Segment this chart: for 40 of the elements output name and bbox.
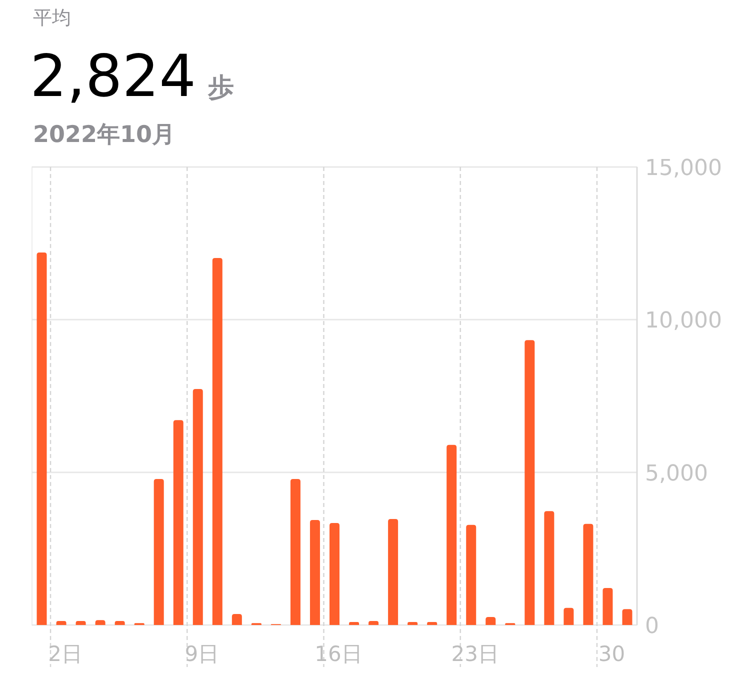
bar <box>544 511 554 625</box>
bar <box>602 588 613 625</box>
bar <box>564 608 574 625</box>
bar <box>408 622 418 625</box>
text: 平均 <box>33 7 71 29</box>
y-tick-label: 0 <box>645 614 659 639</box>
y-tick-label: 15,000 <box>645 156 722 181</box>
bar <box>36 252 47 625</box>
x-tick-label: 30 <box>598 642 626 666</box>
bar <box>192 388 203 625</box>
chart-title: 2,824 <box>30 42 196 110</box>
bar <box>349 622 360 625</box>
bar <box>583 524 594 625</box>
bar <box>466 524 476 625</box>
bar <box>154 479 164 625</box>
bar <box>310 520 320 625</box>
bar <box>76 621 86 625</box>
bar <box>330 523 340 625</box>
x-tick-label: 2日 <box>48 642 82 666</box>
bar <box>622 609 632 625</box>
text: 歩 <box>207 73 234 103</box>
bar <box>173 420 184 625</box>
x-tick-label: 16日 <box>314 642 362 666</box>
bar <box>212 258 222 625</box>
bar <box>232 614 242 625</box>
x-tick-label: 23日 <box>451 642 499 666</box>
bar <box>95 620 106 625</box>
y-tick-label: 10,000 <box>645 308 722 334</box>
bar <box>446 444 457 625</box>
bar <box>290 479 300 625</box>
bar <box>114 621 125 625</box>
bar <box>368 621 379 625</box>
bar <box>486 617 496 625</box>
x-tick-label: 9日 <box>184 642 220 666</box>
bar <box>56 621 66 625</box>
bar <box>427 622 438 625</box>
chart-subtitle: 2022年10月 <box>33 122 176 148</box>
bar <box>388 519 398 625</box>
bar <box>524 340 535 625</box>
y-tick-label: 5,000 <box>645 461 708 486</box>
